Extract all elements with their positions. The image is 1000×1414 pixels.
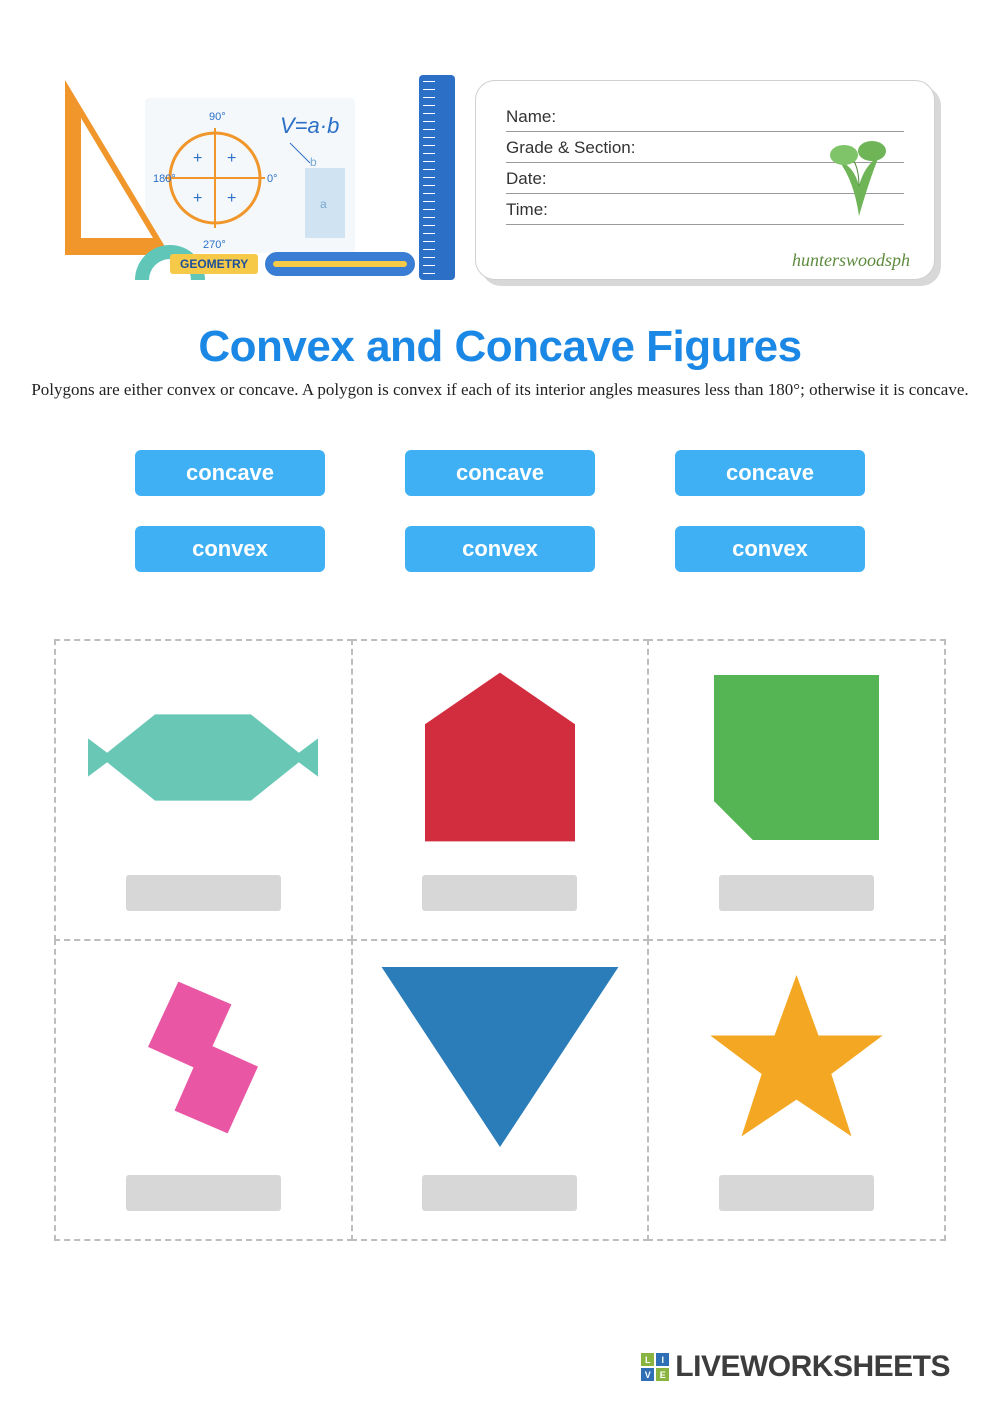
info-field-name[interactable]: Name:	[506, 101, 904, 132]
label-convex[interactable]: convex	[405, 526, 595, 572]
title-block: Convex and Concave Figures Polygons are …	[0, 322, 1000, 400]
set-square-hole	[81, 118, 153, 238]
label-concave[interactable]: concave	[405, 450, 595, 496]
page-subtitle: Polygons are either convex or concave. A…	[0, 380, 1000, 400]
geometry-illustration: + + + + 90° 0° 180° 270° V=a·b a b GEOME…	[65, 80, 455, 280]
svg-text:+: +	[227, 150, 236, 167]
answer-drop-slot[interactable]	[126, 1175, 281, 1211]
geometry-label: GEOMETRY	[170, 254, 258, 274]
shape-down-triangle	[373, 961, 628, 1153]
hex-banner-icon	[88, 695, 318, 820]
shape-hex-banner	[76, 661, 331, 853]
label-convex[interactable]: convex	[675, 526, 865, 572]
shape-clipped-square	[669, 661, 924, 853]
footer-logo: LIVE LIVEWORKSHEETS	[641, 1350, 950, 1384]
svg-text:+: +	[227, 190, 236, 207]
label-concave[interactable]: concave	[675, 450, 865, 496]
down-triangle-icon	[380, 967, 620, 1147]
shape-cell-hex-banner	[54, 639, 353, 941]
label-concave[interactable]: concave	[135, 450, 325, 496]
svg-text:270°: 270°	[203, 239, 226, 251]
shape-cell-house-pentagon	[351, 639, 650, 941]
svg-text:a: a	[320, 197, 327, 211]
answer-drop-slot[interactable]	[422, 1175, 577, 1211]
shape-house-pentagon	[373, 661, 628, 853]
svg-text:+: +	[193, 150, 202, 167]
header-region: + + + + 90° 0° 180° 270° V=a·b a b GEOME…	[65, 80, 935, 280]
page-title: Convex and Concave Figures	[0, 322, 1000, 372]
student-info-card: Name: Grade & Section: Date: Time: hunte…	[475, 80, 935, 280]
answer-drop-slot[interactable]	[126, 875, 281, 911]
answer-drop-slot[interactable]	[719, 1175, 874, 1211]
draggable-labels: concave concave concave convex convex co…	[120, 450, 880, 572]
svg-text:+: +	[193, 190, 202, 207]
shape-star	[669, 961, 924, 1153]
house-pentagon-icon	[425, 672, 575, 842]
svg-text:V=a·b: V=a·b	[280, 113, 339, 138]
signature-text: hunterswoodsph	[792, 250, 910, 271]
answer-drop-slot[interactable]	[719, 875, 874, 911]
svg-text:90°: 90°	[209, 111, 226, 123]
label-convex[interactable]: convex	[135, 526, 325, 572]
logo-cell: L	[641, 1353, 654, 1366]
whiteboard: + + + + 90° 0° 180° 270° V=a·b a b	[145, 98, 355, 253]
logo-cell: I	[656, 1353, 669, 1366]
ruler-icon	[419, 75, 455, 280]
zigzag-icon	[148, 980, 258, 1135]
logo-cell: E	[656, 1368, 669, 1381]
svg-text:0°: 0°	[267, 173, 278, 185]
shape-cell-clipped-square	[647, 639, 946, 941]
answer-drop-slot[interactable]	[422, 875, 577, 911]
whiteboard-svg: + + + + 90° 0° 180° 270° V=a·b a b	[145, 98, 355, 253]
shape-cell-zigzag	[54, 939, 353, 1241]
blueprint-tube-icon	[265, 252, 415, 276]
shape-cell-star	[647, 939, 946, 1241]
footer-brand-text: LIVEWORKSHEETS	[675, 1350, 950, 1384]
leaf-icon	[824, 141, 894, 221]
clipped-square-icon	[714, 675, 879, 840]
shapes-grid	[55, 640, 945, 1240]
svg-text:b: b	[310, 155, 317, 169]
logo-grid-icon: LIVE	[641, 1353, 669, 1381]
shape-zigzag	[76, 961, 331, 1153]
shape-cell-down-triangle	[351, 939, 650, 1241]
star-icon	[704, 975, 889, 1140]
logo-cell: V	[641, 1368, 654, 1381]
